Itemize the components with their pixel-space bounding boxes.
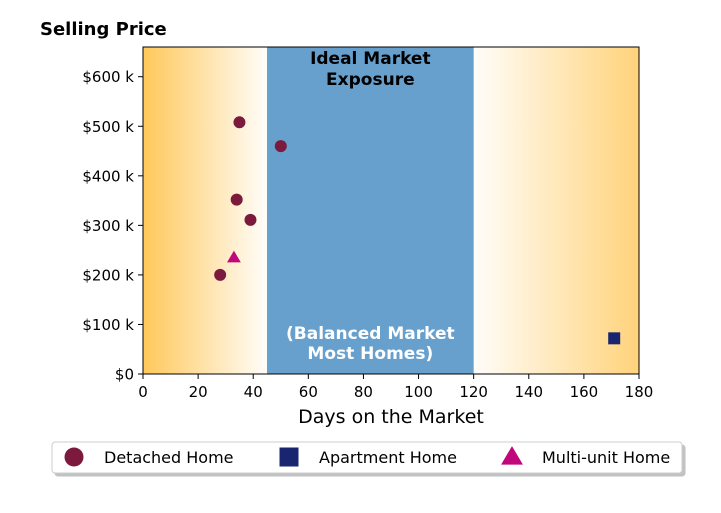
data-point [608, 332, 621, 345]
x-tick-label: 0 [138, 383, 148, 401]
ideal-band [267, 47, 474, 374]
x-tick-label: 140 [514, 383, 543, 401]
data-point [244, 213, 257, 226]
x-axis-title: Days on the Market [298, 406, 484, 428]
x-tick-label: 120 [459, 383, 488, 401]
legend: Detached Home Apartment Home Multi-unit Ho… [51, 441, 683, 474]
plot-background [143, 47, 639, 374]
data-point [274, 140, 287, 153]
x-tick-label: 60 [299, 383, 318, 401]
legend-label: Apartment Home [319, 448, 457, 467]
y-tick-label: $400 k [82, 167, 134, 185]
ideal-band-note-line: Most Homes) [307, 344, 433, 364]
y-axis: $0 $100 k $200 k $300 k $400 k $500 k $600 k [82, 68, 143, 384]
x-tick-label: 80 [354, 383, 373, 401]
gradient-zone-left [143, 47, 267, 374]
legend-marker [501, 446, 523, 465]
data-points [214, 116, 621, 345]
y-tick-label: $0 [115, 366, 134, 384]
data-point [214, 268, 227, 281]
plot-frame [142, 46, 640, 375]
y-axis-title: Selling Price [40, 19, 167, 40]
y-tick-label: $100 k [82, 316, 134, 334]
x-tick-label: 100 [404, 383, 433, 401]
x-tick-label: 20 [189, 383, 208, 401]
y-tick-label: $500 k [82, 118, 134, 136]
y-tick-label: $300 k [82, 217, 134, 235]
legend-box [51, 441, 683, 474]
data-point [233, 116, 246, 129]
y-tick-label: $200 k [82, 266, 134, 284]
y-tick-label: $600 k [82, 68, 134, 86]
ideal-band-note-line: (Balanced Market [286, 324, 455, 344]
ideal-band-title-line: Ideal Market [310, 49, 431, 69]
legend-label: Detached Home [104, 448, 234, 467]
legend-marker [64, 447, 84, 467]
legend-marker [279, 447, 299, 467]
x-tick-label: 180 [625, 383, 654, 401]
x-tick-label: 40 [244, 383, 263, 401]
gradient-zone-right [473, 47, 639, 374]
data-point [230, 193, 243, 206]
x-tick-label: 160 [570, 383, 599, 401]
ideal-band-title-line: Exposure [326, 70, 415, 90]
data-point [227, 250, 241, 263]
x-axis: 0 20 40 60 80 100 120 140 160 180 [138, 374, 653, 401]
legend-label: Multi-unit Home [542, 448, 670, 467]
